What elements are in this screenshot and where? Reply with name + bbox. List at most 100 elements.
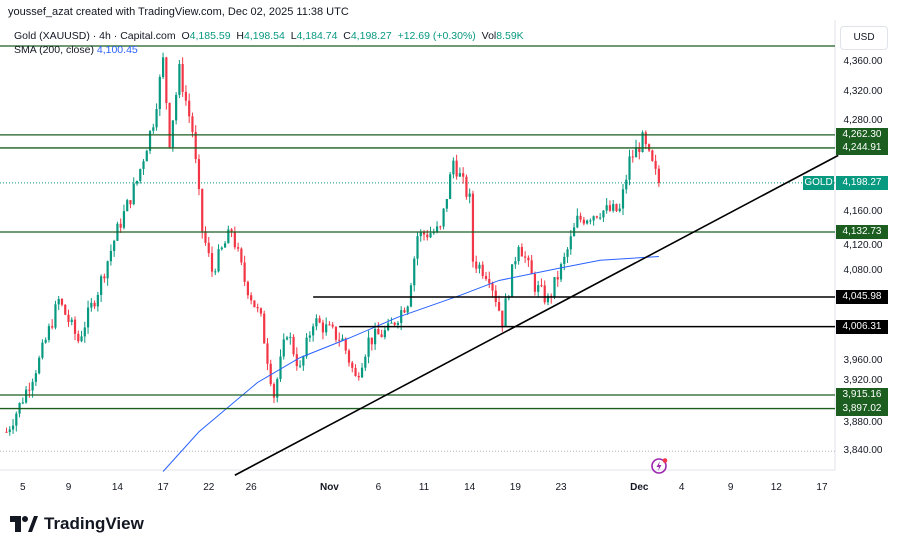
- candle-body: [657, 168, 660, 183]
- open-label: O: [181, 30, 190, 42]
- level-price-tag: 4,244.91: [836, 140, 888, 155]
- candle-body: [298, 365, 302, 367]
- time-tick-label: 11: [418, 482, 430, 493]
- candle: [90, 298, 93, 312]
- chart-credit: youssef_azat created with TradingView.co…: [8, 6, 349, 18]
- price-tick-label: 3,920.00: [843, 374, 883, 386]
- lightning-icon[interactable]: [650, 456, 670, 481]
- candle: [80, 330, 83, 343]
- candle-body: [145, 150, 148, 162]
- candle-body: [354, 367, 357, 376]
- tradingview-logo[interactable]: TradingView: [10, 514, 144, 534]
- candle-body: [207, 242, 210, 254]
- price-chart[interactable]: [0, 0, 900, 500]
- candle: [86, 300, 90, 334]
- candle: [158, 74, 161, 116]
- candle-body: [109, 250, 112, 262]
- candle-body: [631, 156, 634, 158]
- candle-body: [510, 264, 514, 297]
- candle-body: [357, 375, 360, 378]
- candle-body: [47, 326, 51, 340]
- candle-body: [93, 302, 96, 307]
- symbol-title[interactable]: Gold (XAUUSD) · 4h · Capital.com: [14, 30, 176, 42]
- candle-body: [546, 295, 550, 303]
- candle: [383, 327, 386, 340]
- candle-body: [44, 339, 47, 343]
- candle: [641, 130, 644, 153]
- candle: [237, 242, 240, 252]
- candle-body: [152, 127, 155, 131]
- candle: [57, 295, 60, 311]
- candle-body: [641, 132, 644, 153]
- candle: [178, 60, 181, 99]
- candle-body: [393, 322, 396, 325]
- candle-body: [449, 174, 452, 199]
- candle-body: [488, 278, 491, 284]
- tradingview-logo-text: TradingView: [44, 514, 144, 533]
- candle: [184, 85, 188, 106]
- candle-body: [126, 200, 129, 212]
- candle: [181, 57, 184, 97]
- candle-body: [184, 91, 188, 101]
- sma-legend[interactable]: SMA (200, close) 4,100.45: [14, 44, 138, 56]
- candle-body: [155, 109, 158, 128]
- candle: [318, 315, 321, 324]
- candle-body: [73, 319, 77, 334]
- candle: [334, 326, 338, 343]
- candle-body: [210, 253, 214, 272]
- candle: [148, 130, 152, 154]
- candle-body: [305, 337, 308, 357]
- candle-body: [51, 326, 54, 328]
- candle-body: [468, 193, 471, 197]
- candle-body: [328, 324, 331, 326]
- candle: [106, 260, 109, 286]
- ray-price-tag: 4,045.98: [836, 289, 888, 304]
- candle: [540, 278, 543, 288]
- candle: [559, 262, 563, 283]
- currency-button[interactable]: USD: [840, 26, 888, 50]
- candle-body: [312, 326, 315, 336]
- candle: [602, 210, 605, 222]
- candle-body: [106, 261, 109, 279]
- candle: [478, 262, 481, 274]
- candle-body: [370, 337, 373, 345]
- candle-body: [628, 156, 631, 180]
- candle-body: [553, 277, 556, 297]
- candle-body: [250, 295, 253, 301]
- candle: [364, 354, 367, 371]
- candle-body: [279, 356, 282, 380]
- candle: [188, 93, 191, 123]
- candle-body: [8, 429, 11, 432]
- candle-body: [621, 189, 625, 209]
- candle: [553, 277, 556, 300]
- candle-body: [537, 285, 540, 292]
- time-tick-label: 19: [509, 482, 521, 493]
- candle-body: [80, 336, 83, 342]
- candle: [204, 226, 207, 246]
- candle-body: [576, 215, 579, 228]
- candle: [201, 188, 204, 239]
- candle: [625, 174, 628, 194]
- candle-body: [625, 179, 628, 190]
- candle: [347, 348, 351, 367]
- candle: [530, 255, 533, 275]
- candle-body: [484, 275, 488, 279]
- candle-body: [634, 147, 638, 158]
- candle: [256, 303, 259, 313]
- candle: [576, 208, 579, 229]
- candle-body: [533, 273, 537, 292]
- candle-body: [481, 264, 484, 276]
- candle: [413, 256, 416, 292]
- candle-body: [259, 308, 263, 314]
- candle-body: [132, 183, 135, 205]
- price-tick-label: 4,320.00: [843, 85, 883, 97]
- candle-body: [455, 160, 458, 177]
- candle-body: [331, 324, 334, 327]
- candle: [455, 154, 458, 180]
- candle-body: [181, 64, 184, 92]
- candle-body: [426, 234, 429, 238]
- time-tick-label: 9: [727, 482, 734, 493]
- time-tick-label: 14: [111, 482, 123, 493]
- candle: [132, 177, 135, 206]
- price-tick-label: 3,840.00: [843, 445, 883, 457]
